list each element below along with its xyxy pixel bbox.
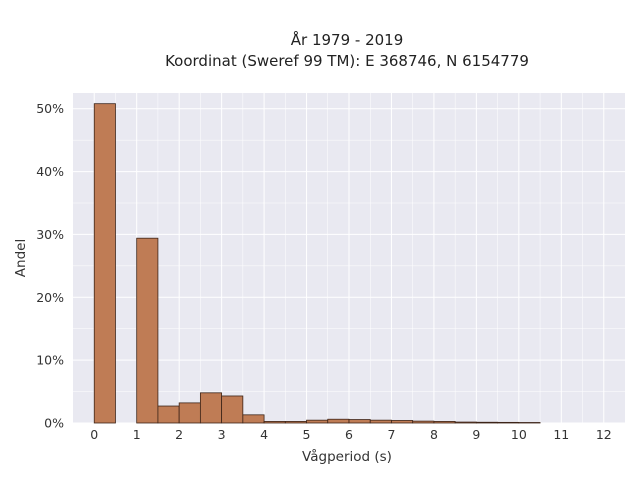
histogram-bar (412, 420, 435, 424)
histogram-bar (348, 419, 371, 424)
histogram-bar (475, 421, 499, 424)
y-tick-label: 50% (36, 101, 64, 116)
x-tick-label: 9 (472, 427, 480, 442)
histogram-bar (221, 395, 244, 424)
x-tick-label: 6 (345, 427, 353, 442)
histogram-bar (242, 414, 265, 424)
histogram-bar (369, 419, 392, 424)
y-axis-label: Andel (13, 239, 29, 277)
histogram-bar (157, 405, 180, 424)
histogram-bar (497, 421, 520, 424)
histogram-bar (284, 421, 307, 424)
histogram-bar (178, 402, 201, 424)
histogram-bars (93, 103, 541, 424)
x-tick-label: 7 (387, 427, 395, 442)
y-tick-label: 40% (36, 164, 64, 179)
y-tick-label: 20% (36, 290, 64, 305)
histogram-bar (433, 421, 456, 424)
histogram-bar (518, 422, 541, 424)
histogram-bar (199, 392, 223, 424)
x-tick-label: 1 (133, 427, 141, 442)
chart-title: År 1979 - 2019 (291, 30, 404, 49)
histogram-bar (136, 237, 159, 424)
histogram-bar (391, 420, 414, 424)
x-tick-label: 11 (553, 427, 569, 442)
x-tick-label: 10 (511, 427, 527, 442)
histogram-bar (263, 421, 286, 424)
x-tick-label: 5 (303, 427, 311, 442)
x-tick-label: 12 (596, 427, 612, 442)
x-axis-ticks: 0 1 2 3 4 5 6 7 8 9 10 11 12 (90, 427, 611, 442)
x-tick-label: 2 (175, 427, 183, 442)
x-tick-label: 3 (218, 427, 226, 442)
histogram-bar (327, 418, 350, 424)
x-axis-label: Vågperiod (s) (302, 448, 392, 465)
y-axis-ticks: 0% 10% 20% 30% 40% 50% (36, 101, 64, 430)
x-tick-label: 8 (430, 427, 438, 442)
histogram-bar (93, 103, 116, 424)
histogram-bar (306, 419, 329, 424)
y-tick-label: 30% (36, 227, 64, 242)
y-tick-label: 0% (44, 416, 64, 431)
y-tick-label: 10% (36, 353, 64, 368)
chart-subtitle: Koordinat (Sweref 99 TM): E 368746, N 61… (165, 52, 529, 70)
x-tick-label: 0 (90, 427, 98, 442)
histogram-bar (454, 421, 477, 424)
x-tick-label: 4 (260, 427, 268, 442)
